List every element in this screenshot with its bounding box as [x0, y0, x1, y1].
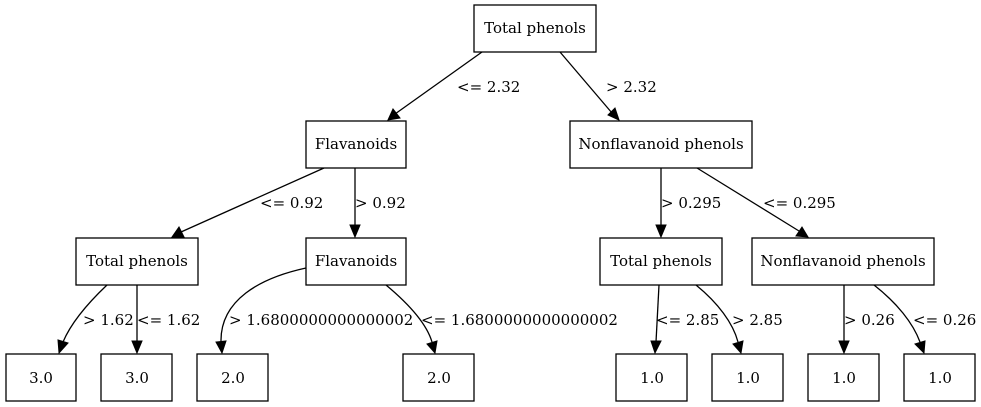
edge-label-root-left: <= 2.32	[457, 78, 520, 96]
edge-label-leaf-6: > 2.85	[732, 311, 783, 329]
edge-flavanoids-to-total-phenols	[171, 167, 325, 238]
edge-nonflavanoid-to-nonflavanoid	[696, 167, 809, 238]
edge-label-leaf-8: <= 0.26	[913, 311, 976, 329]
leaf-3: 2.0	[196, 353, 269, 402]
node-label: Total phenols	[484, 19, 586, 37]
node-label: Nonflavanoid phenols	[760, 252, 925, 270]
node-l1-right: Nonflavanoid phenols	[569, 120, 753, 169]
node-l1-left: Flavanoids	[305, 120, 407, 169]
node-l2-d: Nonflavanoid phenols	[751, 237, 935, 286]
leaf-label: 3.0	[29, 369, 53, 387]
node-l2-c: Total phenols	[599, 237, 723, 286]
node-label: Flavanoids	[315, 135, 397, 153]
leaf-label: 3.0	[125, 369, 149, 387]
leaf-label: 2.0	[221, 369, 245, 387]
edge-label-l1-right-d: <= 0.295	[763, 194, 836, 212]
leaf-5: 1.0	[615, 353, 688, 402]
edge-label-leaf-3: > 1.6800000000000002	[229, 311, 413, 329]
edge-nonflavanoid-to-leaf-8	[873, 284, 926, 355]
leaf-1: 3.0	[5, 353, 77, 402]
node-label: Flavanoids	[315, 252, 397, 270]
leaf-label: 1.0	[736, 369, 760, 387]
edge-flavanoids-to-flavanoids	[349, 168, 361, 239]
edge-label-l1-right-c: > 0.295	[661, 194, 721, 212]
edge-nonflavanoid-to-total-phenols	[655, 168, 667, 239]
node-label: Total phenols	[610, 252, 712, 270]
node-label: Total phenols	[86, 252, 188, 270]
node-root: Total phenols	[473, 4, 597, 53]
leaf-label: 1.0	[928, 369, 952, 387]
edge-total-phenols-to-leaf-6	[695, 284, 744, 355]
leaf-8: 1.0	[903, 353, 976, 402]
node-l2-b: Flavanoids	[305, 237, 407, 286]
edge-total-phenols-to-leaf-5	[650, 284, 662, 355]
edge-total-phenols-to-leaf-1	[57, 284, 108, 355]
leaf-7: 1.0	[807, 353, 880, 402]
edge-root-to-nonflavanoid	[559, 51, 620, 121]
edge-label-leaf-4: <= 1.6800000000000002	[421, 311, 618, 329]
leaf-label: 2.0	[427, 369, 451, 387]
edge-total-phenols-to-leaf-2	[131, 285, 143, 355]
edge-label-leaf-1: > 1.62	[83, 311, 134, 329]
leaf-4: 2.0	[402, 353, 475, 402]
leaf-2: 3.0	[100, 353, 173, 402]
leaf-label: 1.0	[832, 369, 856, 387]
edge-label-l1-left-b: > 0.92	[355, 194, 406, 212]
leaf-6: 1.0	[711, 353, 784, 402]
edge-root-to-flavanoids	[387, 51, 483, 121]
edge-label-leaf-7: > 0.26	[844, 311, 895, 329]
edge-flavanoids-to-leaf-4	[385, 284, 438, 355]
edge-label-root-right: > 2.32	[606, 78, 657, 96]
edge-flavanoids-to-leaf-3	[215, 267, 307, 355]
node-label: Nonflavanoid phenols	[578, 135, 743, 153]
edge-label-leaf-5: <= 2.85	[656, 311, 719, 329]
edge-label-l1-left-a: <= 0.92	[260, 194, 323, 212]
edge-nonflavanoid-to-leaf-7	[838, 285, 850, 355]
edge-label-leaf-2: <= 1.62	[137, 311, 200, 329]
leaf-label: 1.0	[640, 369, 664, 387]
node-l2-a: Total phenols	[75, 237, 199, 286]
